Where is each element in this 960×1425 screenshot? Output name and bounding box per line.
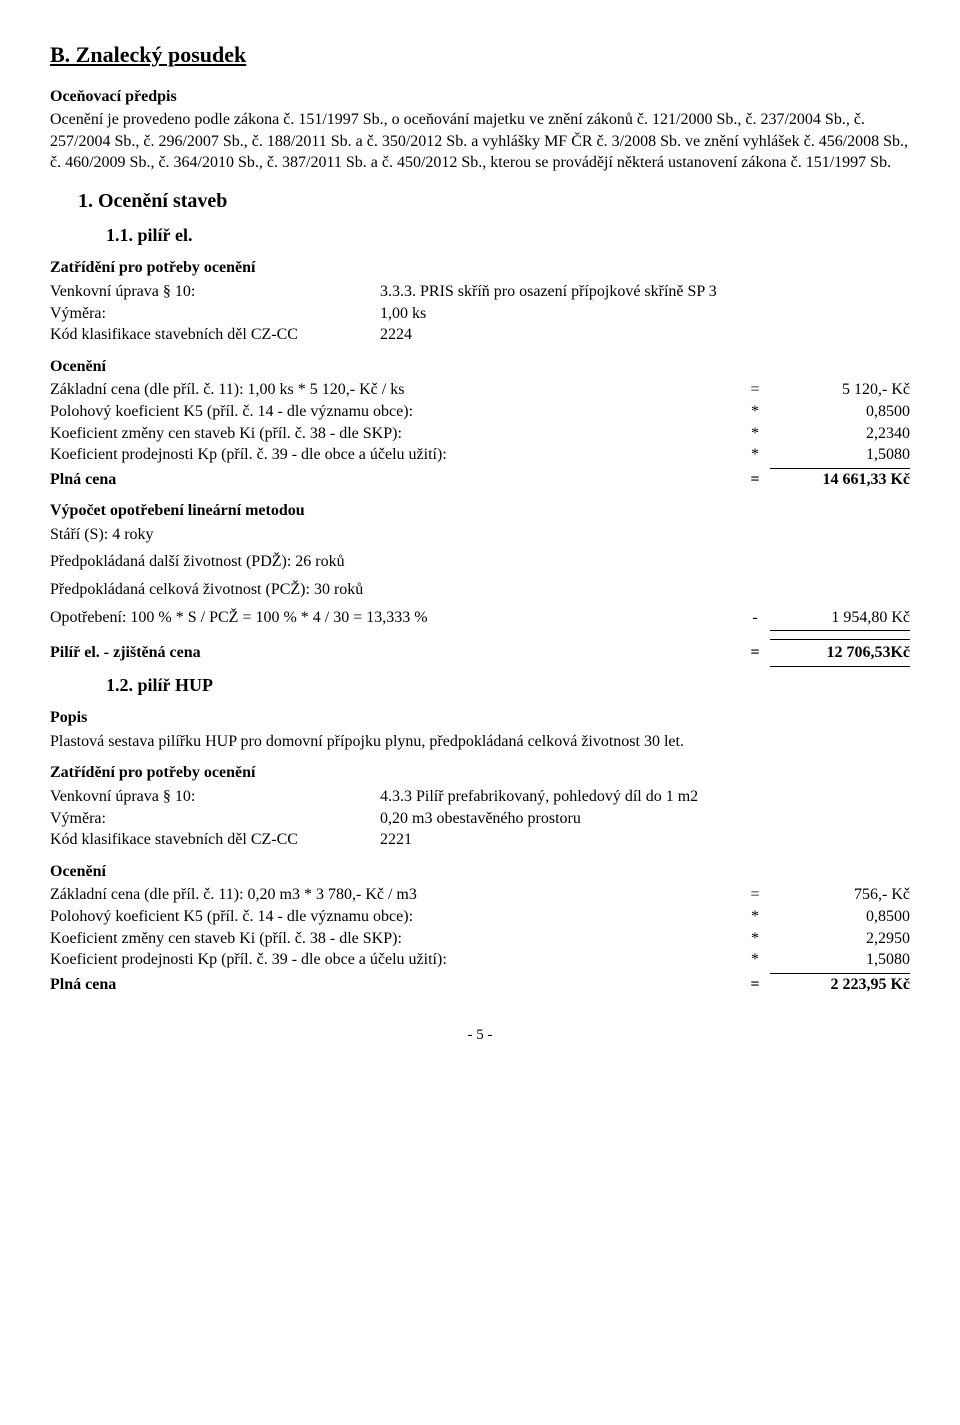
calc-rhs: 0,8500 <box>770 906 910 928</box>
calc-lhs: Plná cena <box>50 469 740 491</box>
calc-lhs: Polohový koeficient K5 (příl. č. 14 - dl… <box>50 401 740 423</box>
calc-lhs: Koeficient prodejnosti Kp (příl. č. 39 -… <box>50 949 740 971</box>
opo-line: Stáří (S): 4 roky <box>50 524 910 546</box>
kv-key: Venkovní úprava § 10: <box>50 786 380 808</box>
kv-key: Výměra: <box>50 303 380 325</box>
calc-rhs: 1,5080 <box>770 444 910 469</box>
calc-row: Koeficient změny cen staveb Ki (příl. č.… <box>50 928 910 950</box>
calc-row: Základní cena (dle příl. č. 11): 1,00 ks… <box>50 379 910 401</box>
calc-rhs: 2,2950 <box>770 928 910 950</box>
zjistena-cena-row: Pilíř el. - zjištěná cena = 12 706,53Kč <box>50 639 910 667</box>
calc-op: = <box>740 642 770 664</box>
calc-op: * <box>740 444 770 466</box>
page-title: B. Znalecký posudek <box>50 40 910 70</box>
calc-row: Polohový koeficient K5 (příl. č. 14 - dl… <box>50 906 910 928</box>
kv-value: 0,20 m3 obestavěného prostoru <box>380 808 910 830</box>
section-1-2-heading: 1.2. pilíř HUP <box>50 673 910 697</box>
calc-row: Opotřebení: 100 % * S / PCŽ = 100 % * 4 … <box>50 607 910 632</box>
kv-value: 2221 <box>380 829 910 851</box>
calc-op: = <box>740 469 770 491</box>
calc-rhs: 2,2340 <box>770 423 910 445</box>
predpis-heading: Oceňovací předpis <box>50 86 910 108</box>
kv-row: Výměra: 0,20 m3 obestavěného prostoru <box>50 808 910 830</box>
popis-heading: Popis <box>50 707 910 729</box>
calc-lhs: Opotřebení: 100 % * S / PCŽ = 100 % * 4 … <box>50 607 740 629</box>
zatrideni-heading: Zatřídění pro potřeby ocenění <box>50 257 910 279</box>
calc-lhs: Koeficient změny cen staveb Ki (příl. č.… <box>50 423 740 445</box>
calc-op: * <box>740 906 770 928</box>
calc-rhs: 14 661,33 Kč <box>770 469 910 491</box>
kv-row: Venkovní úprava § 10: 3.3.3. PRIS skříň … <box>50 281 910 303</box>
kv-value: 2224 <box>380 324 910 346</box>
calc-rhs: 2 223,95 Kč <box>770 974 910 996</box>
calc-op: = <box>740 884 770 906</box>
calc-lhs: Základní cena (dle příl. č. 11): 1,00 ks… <box>50 379 740 401</box>
kv-key: Venkovní úprava § 10: <box>50 281 380 303</box>
section-1-1-heading: 1.1. pilíř el. <box>50 223 910 247</box>
calc-op: - <box>740 607 770 629</box>
calc-op: * <box>740 401 770 423</box>
calc-lhs: Plná cena <box>50 974 740 996</box>
calc-op: * <box>740 423 770 445</box>
zatrideni-heading: Zatřídění pro potřeby ocenění <box>50 762 910 784</box>
calc-rhs: 756,- Kč <box>770 884 910 906</box>
section-1-heading: 1. Ocenění staveb <box>50 188 910 215</box>
calc-op: * <box>740 928 770 950</box>
calc-lhs: Koeficient změny cen staveb Ki (příl. č.… <box>50 928 740 950</box>
calc-lhs: Základní cena (dle příl. č. 11): 0,20 m3… <box>50 884 740 906</box>
calc-row: Koeficient prodejnosti Kp (příl. č. 39 -… <box>50 444 910 469</box>
calc-lhs: Pilíř el. - zjištěná cena <box>50 642 740 664</box>
calc-row: Koeficient prodejnosti Kp (příl. č. 39 -… <box>50 949 910 974</box>
kv-row: Venkovní úprava § 10: 4.3.3 Pilíř prefab… <box>50 786 910 808</box>
opotrebeni-heading: Výpočet opotřebení lineární metodou <box>50 500 910 522</box>
calc-rhs: 5 120,- Kč <box>770 379 910 401</box>
calc-row: Základní cena (dle příl. č. 11): 0,20 m3… <box>50 884 910 906</box>
popis-text: Plastová sestava pilířku HUP pro domovní… <box>50 731 910 753</box>
oceneni-heading: Ocenění <box>50 861 910 883</box>
calc-op: = <box>740 379 770 401</box>
calc-rhs: 1,5080 <box>770 949 910 974</box>
calc-row: Koeficient změny cen staveb Ki (příl. č.… <box>50 423 910 445</box>
kv-key: Kód klasifikace stavebních děl CZ-CC <box>50 829 380 851</box>
kv-key: Kód klasifikace stavebních děl CZ-CC <box>50 324 380 346</box>
calc-rhs: 0,8500 <box>770 401 910 423</box>
kv-row: Kód klasifikace stavebních děl CZ-CC 222… <box>50 829 910 851</box>
kv-value: 4.3.3 Pilíř prefabrikovaný, pohledový dí… <box>380 786 910 808</box>
kv-value: 3.3.3. PRIS skříň pro osazení přípojkové… <box>380 281 910 303</box>
calc-lhs: Koeficient prodejnosti Kp (příl. č. 39 -… <box>50 444 740 466</box>
opo-line: Předpokládaná další životnost (PDŽ): 26 … <box>50 551 910 573</box>
calc-op: = <box>740 974 770 996</box>
calc-row-total: Plná cena = 14 661,33 Kč <box>50 469 910 491</box>
kv-key: Výměra: <box>50 808 380 830</box>
calc-row: Polohový koeficient K5 (příl. č. 14 - dl… <box>50 401 910 423</box>
kv-row: Kód klasifikace stavebních děl CZ-CC 222… <box>50 324 910 346</box>
calc-rhs: 12 706,53Kč <box>770 639 910 667</box>
calc-rhs: 1 954,80 Kč <box>770 607 910 632</box>
opo-line: Předpokládaná celková životnost (PCŽ): 3… <box>50 579 910 601</box>
kv-value: 1,00 ks <box>380 303 910 325</box>
page-footer: - 5 - <box>50 1025 910 1045</box>
oceneni-heading: Ocenění <box>50 356 910 378</box>
predpis-text: Ocenění je provedeno podle zákona č. 151… <box>50 109 910 174</box>
calc-op: * <box>740 949 770 971</box>
calc-lhs: Polohový koeficient K5 (příl. č. 14 - dl… <box>50 906 740 928</box>
calc-row-total: Plná cena = 2 223,95 Kč <box>50 974 910 996</box>
kv-row: Výměra: 1,00 ks <box>50 303 910 325</box>
